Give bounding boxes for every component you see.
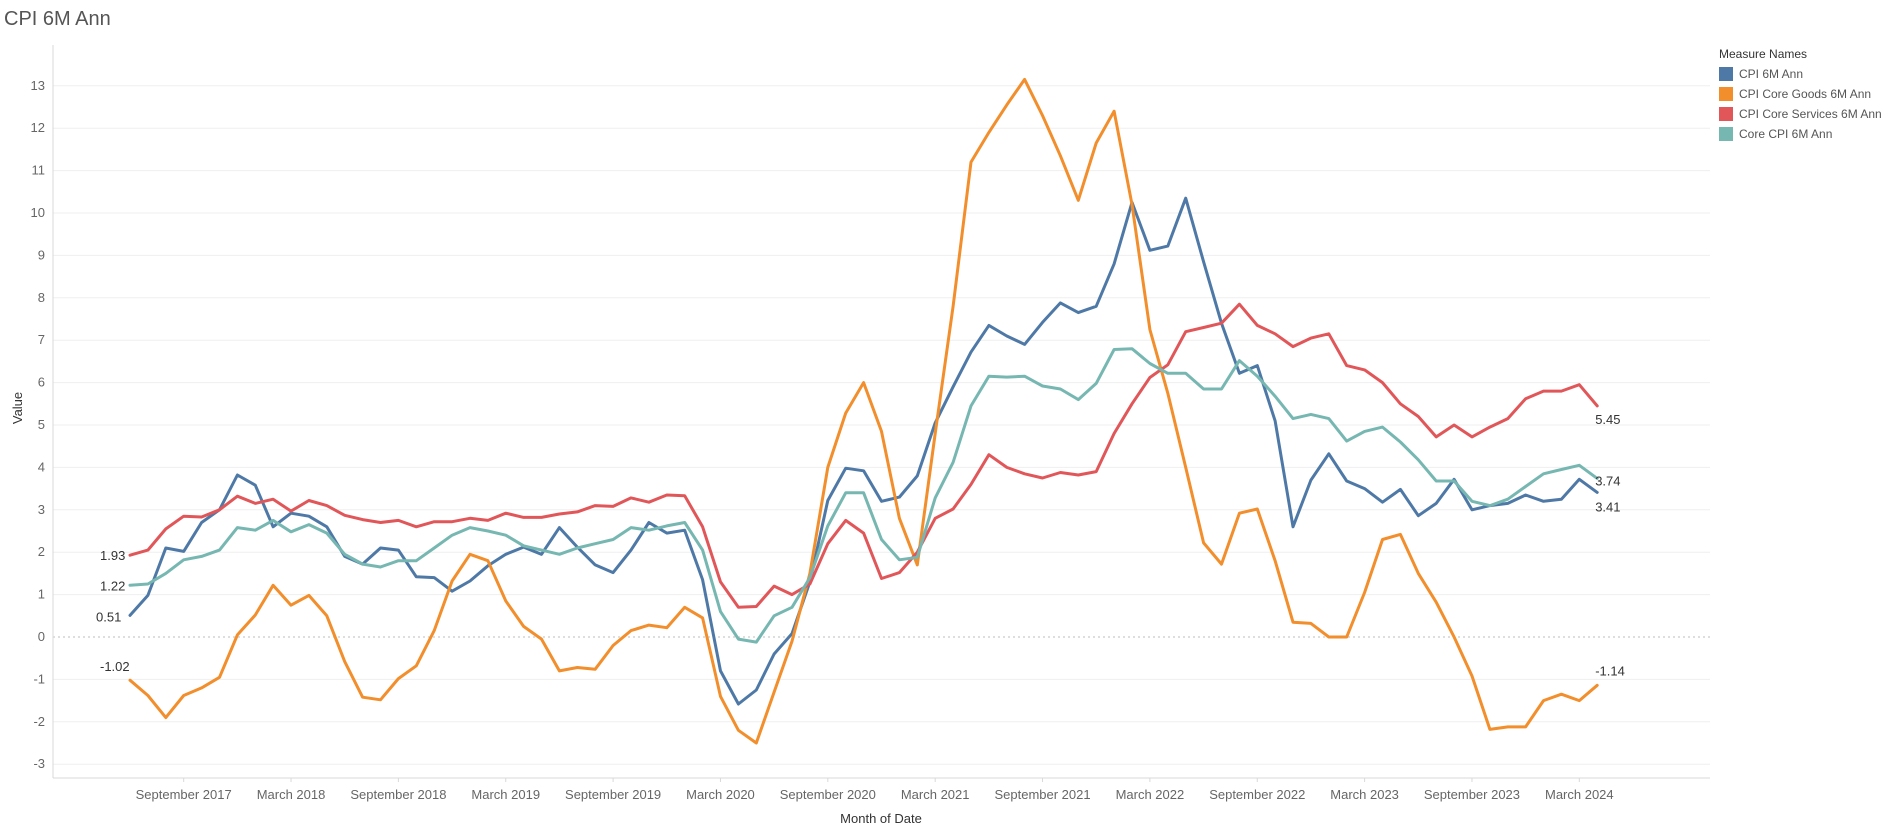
x-tick-label: March 2023 [1330,787,1399,802]
series-line-core-cpi-6m-ann [128,347,1599,644]
x-tick-label: March 2022 [1116,787,1185,802]
x-tick-label: March 2018 [257,787,326,802]
y-tick-label: -3 [33,756,45,771]
y-tick-label: 1 [38,587,45,602]
start-label-cpi-core-services-6m-ann: 1.93 [100,548,125,563]
y-tick-label: 4 [38,459,45,474]
data-labels: 0.51 3.41 -1.02 -1.14 1.93 5.45 1.22 3.74 [96,412,1625,678]
legend-item-cpi-6m-ann[interactable]: CPI 6M Ann [1719,64,1882,84]
end-label-cpi-core-goods-6m-ann: -1.14 [1595,663,1625,678]
end-label-cpi-core-services-6m-ann: 5.45 [1595,412,1620,427]
y-tick-label: 0 [38,629,45,644]
series-line-cpi-core-services-6m-ann [128,302,1599,609]
y-axis-title: Value [10,392,25,424]
x-tick-label: September 2022 [1209,787,1305,802]
x-tick-label: September 2019 [565,787,661,802]
legend-item-core-cpi-6m-ann[interactable]: Core CPI 6M Ann [1719,124,1882,144]
y-tick-label: -2 [33,714,45,729]
y-tick-label: 7 [38,332,45,347]
series-lines [128,77,1599,745]
legend-swatch [1719,87,1733,101]
x-tick-label: September 2017 [136,787,232,802]
x-tick-label: September 2018 [350,787,446,802]
x-tick-label: September 2020 [780,787,876,802]
series-line-cpi-core-goods-6m-ann [128,77,1599,745]
legend: Measure Names CPI 6M Ann CPI Core Goods … [1719,47,1882,144]
start-label-cpi-6m-ann: 0.51 [96,609,121,624]
legend-label: CPI Core Services 6M Ann [1739,107,1882,121]
legend-item-cpi-core-services-6m-ann[interactable]: CPI Core Services 6M Ann [1719,104,1882,124]
y-tick-label: 13 [31,78,45,93]
legend-swatch [1719,67,1733,81]
y-tick-label: 8 [38,290,45,305]
x-tick-label: March 2019 [471,787,540,802]
x-tick-label: September 2021 [994,787,1090,802]
gridlines [53,85,1710,765]
legend-swatch [1719,127,1733,141]
y-tick-label: 12 [31,120,45,135]
x-tick-label: March 2024 [1545,787,1614,802]
y-tick-label: 2 [38,544,45,559]
y-tick-label: -1 [33,671,45,686]
y-tick-label: 6 [38,375,45,390]
x-axis-title: Month of Date [840,811,922,826]
y-tick-label: 3 [38,502,45,517]
end-label-core-cpi-6m-ann: 3.74 [1595,473,1620,488]
x-tick-label: March 2020 [686,787,755,802]
start-label-core-cpi-6m-ann: 1.22 [100,578,125,593]
legend-label: CPI Core Goods 6M Ann [1739,87,1872,101]
legend-swatch [1719,107,1733,121]
end-label-cpi-6m-ann: 3.41 [1595,499,1620,514]
chart-title: CPI 6M Ann [4,8,111,30]
legend-label: Core CPI 6M Ann [1739,127,1833,141]
x-tick-labels: September 2017 March 2018 September 2018 Ma… [136,778,1614,802]
series-line-cpi-6m-ann [128,196,1599,706]
y-tick-label: 5 [38,417,45,432]
legend-item-cpi-core-goods-6m-ann[interactable]: CPI Core Goods 6M Ann [1719,84,1882,104]
y-tick-label: 10 [31,205,45,220]
y-tick-label: 11 [32,163,46,178]
legend-label: CPI 6M Ann [1739,67,1804,81]
legend-title: Measure Names [1719,47,1808,61]
axes: Month of Date Value [10,45,1710,826]
y-tick-label: 9 [38,247,45,262]
x-tick-label: March 2021 [901,787,970,802]
start-label-cpi-core-goods-6m-ann: -1.02 [100,659,130,674]
x-tick-label: September 2023 [1424,787,1520,802]
